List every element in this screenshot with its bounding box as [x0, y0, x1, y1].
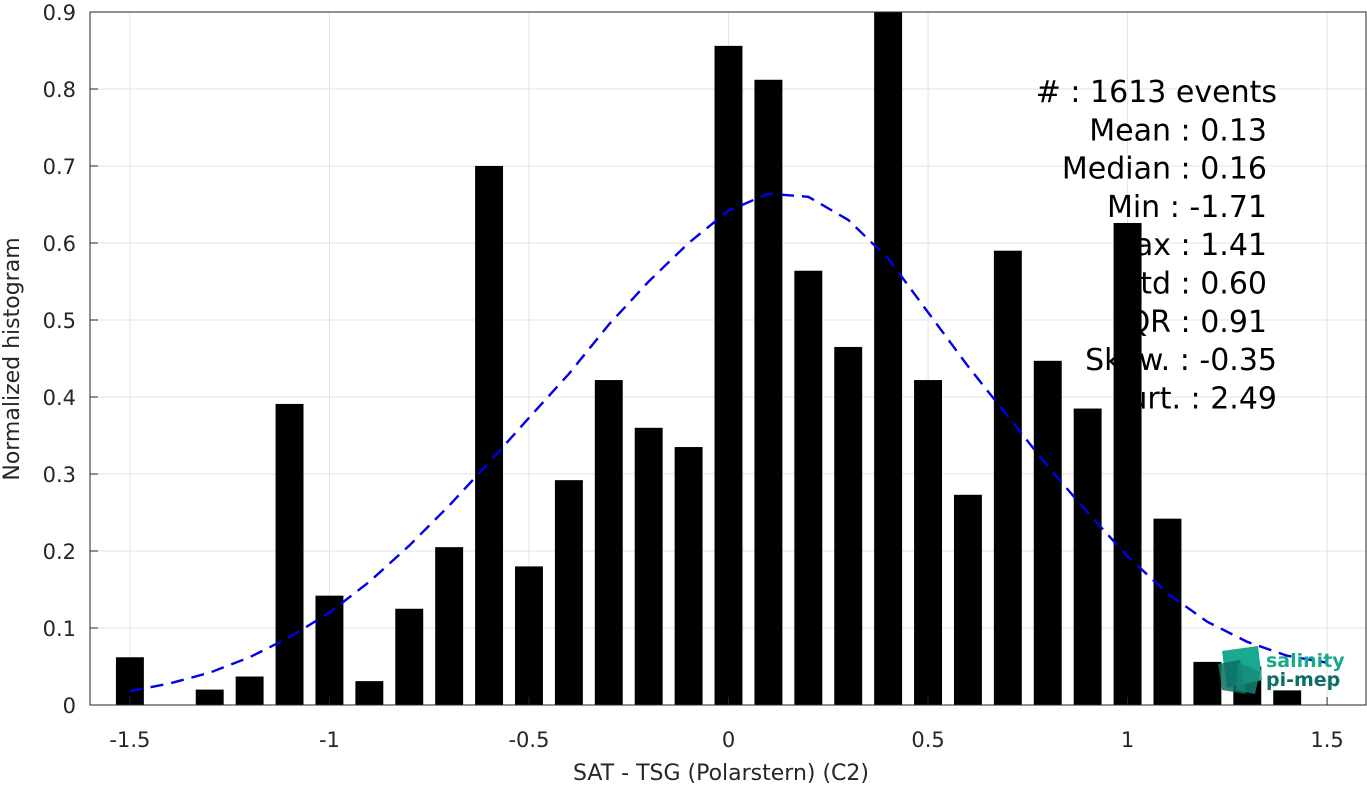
y-tick-label-2: 0.2 — [43, 540, 76, 564]
bar-21 — [993, 250, 1022, 705]
bar-28 — [1273, 690, 1302, 705]
bar-9 — [515, 566, 543, 705]
stats-line-3: Min : -1.71 — [1107, 190, 1267, 225]
bar-14 — [714, 45, 743, 705]
y-tick-label-4: 0.4 — [43, 386, 76, 410]
y-tick-label-8: 0.8 — [43, 78, 76, 102]
stats-line-1: Mean : 0.13 — [1089, 113, 1267, 148]
bar-19 — [914, 380, 942, 705]
bar-13 — [674, 447, 703, 705]
y-tick-label-9: 0.9 — [43, 1, 76, 25]
bar-18 — [874, 12, 903, 705]
stats-line-7: Skew. : -0.35 — [1085, 343, 1277, 378]
y-tick-label-7: 0.7 — [43, 155, 76, 179]
stats-line-2: Median : 0.16 — [1062, 152, 1267, 187]
bar-20 — [953, 494, 982, 705]
bar-16 — [794, 270, 823, 705]
y-tick-label-3: 0.3 — [43, 463, 76, 487]
y-tick-label-0: 0 — [63, 694, 76, 718]
bar-3 — [275, 403, 304, 705]
bar-25 — [1153, 518, 1182, 705]
x-tick-label-4: 0.5 — [911, 728, 944, 752]
x-tick-labels: -1.5 -1 -0.5 0 0.5 1 1.5 — [109, 728, 1343, 752]
x-tick-label-1: -1 — [319, 728, 340, 752]
bar-12 — [634, 427, 663, 705]
bar-10 — [554, 480, 583, 705]
stats-line-4: ax : 1.41 — [1135, 228, 1267, 263]
y-tick-labels: 0 0.1 0.2 0.3 0.4 0.5 0.6 0.7 0.8 0.9 — [43, 1, 76, 718]
stats-line-5: Std : 0.60 — [1121, 267, 1267, 302]
bar-23 — [1073, 408, 1102, 705]
y-tick-label-5: 0.5 — [43, 309, 76, 333]
stats-line-8: urt. : 2.49 — [1128, 381, 1277, 416]
bar-5 — [355, 681, 384, 705]
stats-line-6: QR : 0.91 — [1127, 305, 1267, 340]
x-tick-label-0: -1.5 — [109, 728, 150, 752]
bar-15 — [754, 79, 783, 705]
axes-frame — [89, 11, 1367, 706]
bar-26 — [1193, 661, 1222, 705]
bar-1 — [195, 689, 224, 705]
bar-7 — [435, 547, 464, 705]
salinity-pi-mep-logo: salinity pi-mep — [1218, 646, 1345, 694]
stats-line-0: # : 1613 events — [1036, 75, 1277, 110]
y-tick-label-6: 0.6 — [43, 232, 76, 256]
bar-8 — [475, 166, 504, 705]
x-tick-label-6: 1.5 — [1310, 728, 1343, 752]
fit-curve — [129, 192, 1328, 693]
x-tick-label-5: 1 — [1121, 728, 1134, 752]
bar-6 — [395, 608, 424, 705]
histogram-bars — [115, 12, 1302, 706]
bar-11 — [594, 380, 623, 705]
x-tick-label-2: -0.5 — [508, 728, 549, 752]
bar-2 — [235, 676, 264, 705]
logo-line-2: pi-mep — [1266, 669, 1340, 691]
logo-cube-icon — [1218, 646, 1262, 694]
bar-24 — [1113, 222, 1142, 706]
y-axis-label: Normalized histogram — [0, 237, 25, 480]
x-axis-label: SAT - TSG (Polarstern) (C2) — [573, 761, 869, 785]
bar-17 — [834, 346, 863, 705]
y-tick-label-1: 0.1 — [43, 617, 76, 641]
bar-22 — [1033, 360, 1062, 705]
logo-line-1: salinity — [1266, 650, 1345, 672]
x-tick-label-3: 0 — [722, 728, 735, 752]
